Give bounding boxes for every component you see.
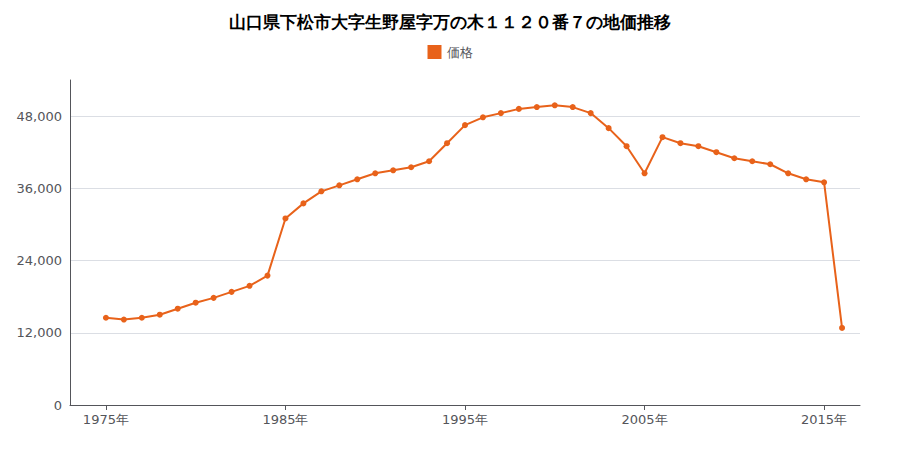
svg-text:12,000: 12,000 [17,325,63,340]
svg-text:1995年: 1995年 [442,412,488,427]
svg-text:2015年: 2015年 [801,412,847,427]
svg-text:48,000: 48,000 [17,109,63,124]
svg-text:1985年: 1985年 [262,412,308,427]
svg-text:1975年: 1975年 [83,412,129,427]
svg-text:0: 0 [54,398,62,413]
svg-text:山口県下松市大字生野屋字万の木１１２０番７の地価推移: 山口県下松市大字生野屋字万の木１１２０番７の地価推移 [229,12,671,32]
svg-text:価格: 価格 [447,45,473,60]
svg-text:24,000: 24,000 [17,253,63,268]
svg-text:36,000: 36,000 [17,181,63,196]
svg-text:2005年: 2005年 [621,412,667,427]
